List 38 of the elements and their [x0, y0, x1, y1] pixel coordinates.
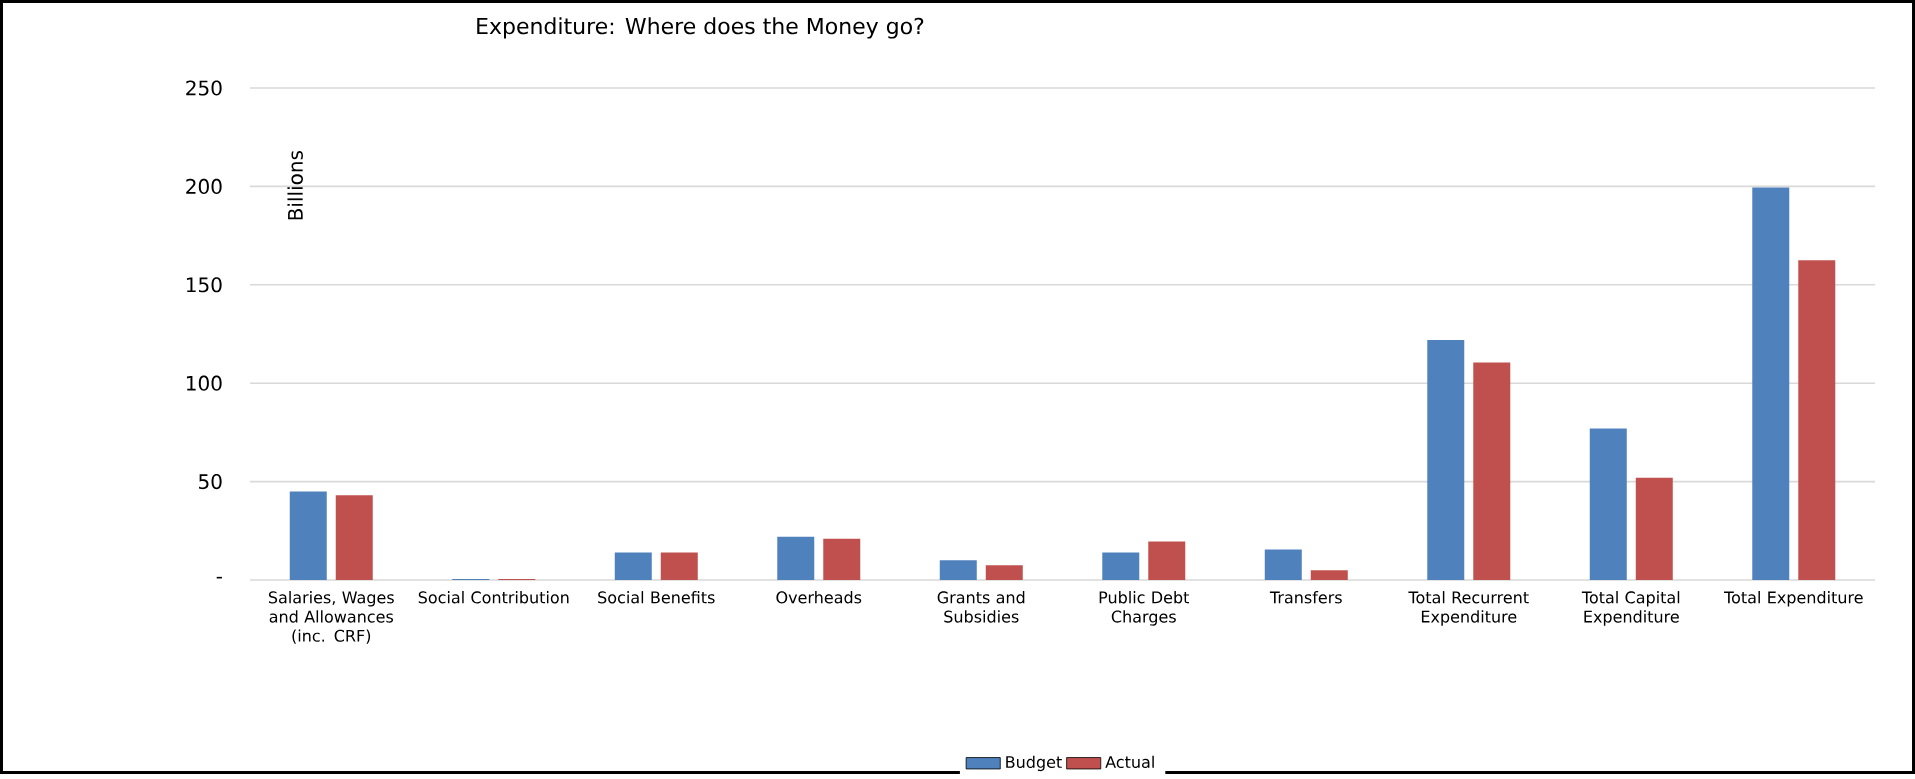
legend-label: Budget: [1006, 755, 1062, 772]
y-tick-label: 100: [186, 375, 222, 391]
chart-title: Expenditure: Where does the Money go?: [477, 17, 924, 39]
bar: [1798, 260, 1836, 581]
bar: [985, 565, 1023, 581]
bar: [1427, 339, 1465, 581]
bar: [1589, 428, 1627, 581]
bar: [1473, 362, 1511, 581]
x-tick-label: Social Contribution: [418, 591, 569, 604]
y-tick-label: -: [216, 576, 222, 579]
bar: [1635, 477, 1673, 581]
x-tick-label: Social Benefits: [598, 591, 715, 604]
bar: [1102, 552, 1140, 581]
y-tick-label: 150: [186, 277, 222, 293]
y-tick-label: 250: [186, 80, 222, 96]
bar: [289, 491, 327, 581]
y-tick-label: 50: [199, 474, 222, 490]
x-tick-label: Transfers: [1269, 591, 1342, 604]
bar: [1264, 549, 1302, 581]
legend-label: Actual: [1105, 755, 1154, 769]
bar: [1148, 541, 1186, 581]
bar: [1310, 570, 1348, 581]
x-tick-label: Salaries, Wages and Allowances (inc. CRF): [268, 591, 394, 644]
bar: [660, 552, 698, 581]
bar: [823, 538, 861, 581]
x-tick-label: Total Capital Expenditure: [1581, 591, 1680, 626]
x-tick-label: Total Recurrent Expenditure: [1408, 591, 1529, 626]
y-tick-label: 200: [186, 178, 222, 195]
bar: [777, 536, 815, 581]
x-tick-label: Grants and Subsidies: [937, 591, 1025, 623]
x-tick-label: Public Debt Charges: [1099, 591, 1190, 626]
bar: [335, 495, 373, 581]
x-tick-label: Overheads: [776, 591, 862, 604]
x-tick-label: Total Expenditure: [1723, 591, 1863, 607]
bar: [1752, 187, 1790, 581]
y-axis-title: Billions: [287, 151, 303, 220]
bar: [614, 552, 652, 581]
bar: [939, 560, 977, 581]
